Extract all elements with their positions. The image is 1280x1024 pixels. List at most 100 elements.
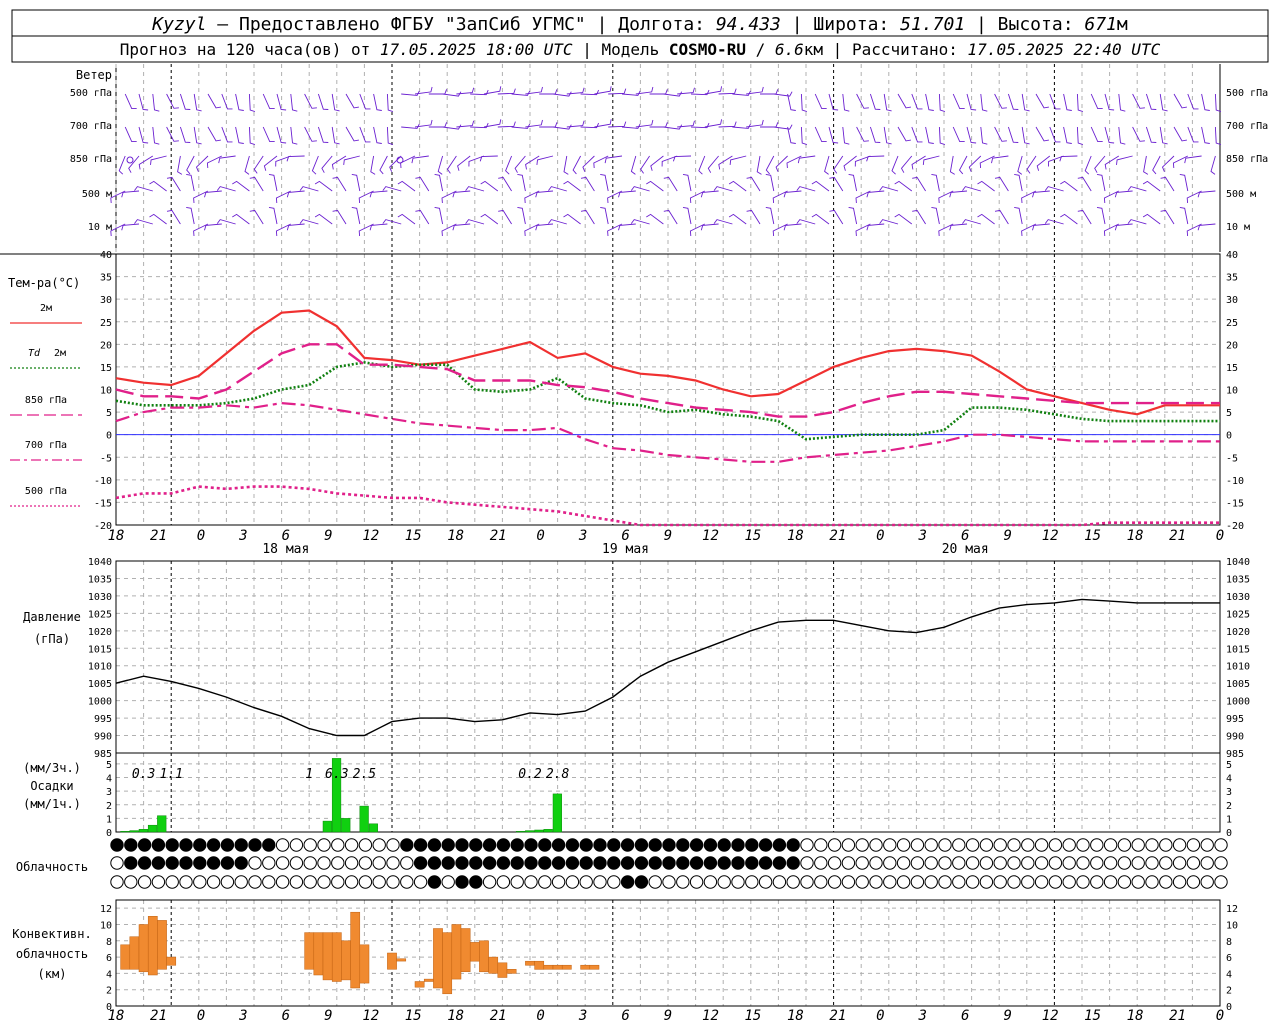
cloud-cover-symbol xyxy=(193,856,207,870)
conv-y-tick-right: 8 xyxy=(1226,937,1232,948)
cloud-cover-symbol xyxy=(952,875,966,889)
wind-barb xyxy=(563,213,581,225)
pres-y-tick-left: 1010 xyxy=(88,662,112,673)
temp-y-tick-left: -10 xyxy=(94,476,112,487)
model-res-unit: км xyxy=(804,40,824,59)
temp-series-line xyxy=(115,361,1220,441)
cloud-cover-symbol xyxy=(524,875,538,889)
cloud-cover-symbol xyxy=(496,875,511,889)
wind-barb xyxy=(833,155,844,174)
conv-hour-label: 0 xyxy=(876,1008,884,1024)
wind-barb xyxy=(1210,155,1216,175)
wind-barb xyxy=(514,155,526,173)
wind-barb xyxy=(524,223,540,237)
wind-barb xyxy=(704,86,723,95)
wind-barb xyxy=(275,190,291,204)
wind-barb xyxy=(682,173,692,192)
cloud-cover-symbol xyxy=(634,856,649,870)
wind-barb xyxy=(470,122,489,129)
conv-bar xyxy=(580,964,591,970)
pres-y-tick-left: 995 xyxy=(94,714,112,725)
wind-barb xyxy=(746,209,761,225)
pres-y-tick-left: 1040 xyxy=(88,557,112,568)
prec-y-tick-left: 4 xyxy=(106,774,112,785)
wind-barb xyxy=(922,155,940,165)
conv-y-tick-right: 12 xyxy=(1226,904,1238,915)
temp-y-tick-right: 40 xyxy=(1226,250,1238,261)
cloud-cover-symbol xyxy=(386,875,400,889)
wind-barb xyxy=(563,180,581,192)
cloud-cover-symbol xyxy=(289,875,304,889)
wind-level-label-left: 850 гПа xyxy=(70,154,112,165)
wind-barb xyxy=(358,190,374,204)
cloud-cover-symbol xyxy=(772,875,787,889)
cloud-cover-symbol xyxy=(703,838,718,852)
wind-barb xyxy=(121,223,140,231)
prec-y-tick-right: 3 xyxy=(1226,787,1232,798)
wind-barb xyxy=(1114,223,1133,231)
cloud-cover-symbol xyxy=(841,856,856,870)
wind-barb xyxy=(869,93,881,110)
cloud-cover-symbol xyxy=(248,856,262,870)
wind-barb xyxy=(331,155,347,170)
cloud-title: Облачность xyxy=(16,860,88,874)
wind-barb xyxy=(386,126,394,146)
wind-barb xyxy=(814,126,827,143)
wind-barb xyxy=(800,93,808,113)
wind-barb xyxy=(630,186,650,192)
conv-hour-label: 18 xyxy=(447,1008,464,1024)
cloud-cover-symbol xyxy=(841,875,856,889)
wind-barb xyxy=(828,126,839,144)
cloud-cover-symbol xyxy=(151,838,166,852)
wind-barb xyxy=(1179,206,1189,225)
temp-series-line xyxy=(115,485,1220,527)
prec-y-tick-left: 5 xyxy=(106,760,112,771)
wind-barb xyxy=(373,93,382,111)
wind-barb xyxy=(856,126,869,142)
wind-barb xyxy=(276,126,287,144)
cloud-cover-symbol xyxy=(579,838,593,852)
cloud-cover-symbol xyxy=(703,856,718,870)
conv-bar xyxy=(497,962,508,978)
cloud-cover-symbol xyxy=(565,875,580,889)
conv-hour-label: 15 xyxy=(744,1008,761,1024)
cloud-cover-symbol xyxy=(1048,838,1063,852)
wind-barb xyxy=(1007,126,1019,143)
wind-barb xyxy=(290,93,298,112)
wind-barb xyxy=(166,126,179,142)
wind-barb xyxy=(866,190,885,198)
wind-barb xyxy=(1132,93,1145,109)
wind-barb xyxy=(442,124,462,130)
wind-barb xyxy=(525,119,543,128)
wind-barb xyxy=(331,93,340,112)
wind-barb xyxy=(1214,126,1222,146)
wind-barb xyxy=(456,87,475,95)
conv-y-tick-right: 2 xyxy=(1226,986,1232,997)
cloud-cover-symbol xyxy=(510,875,524,889)
wind-barb xyxy=(772,223,788,237)
conv-y-tick-left: 4 xyxy=(106,969,112,980)
wind-barb xyxy=(248,93,256,113)
wind-panel: Ветер 500 гПа 500 гПа 700 гПа 700 гПа 850 гПа… xyxy=(70,64,1268,252)
pres-y-tick-right: 1040 xyxy=(1226,557,1250,568)
wind-barb xyxy=(966,93,977,111)
wind-barb xyxy=(535,223,554,231)
cloud-cover-symbol xyxy=(413,875,428,889)
wind-barb xyxy=(621,123,641,129)
wind-barb xyxy=(1077,209,1092,225)
cloud-cover-symbol xyxy=(841,838,856,852)
wind-barb xyxy=(317,126,329,143)
pres-y-tick-left: 1020 xyxy=(88,627,112,638)
wind-barb xyxy=(1090,93,1103,110)
temp-hour-label: 9 xyxy=(324,528,332,544)
wind-barb xyxy=(1116,155,1133,165)
wind-barb xyxy=(1096,206,1106,225)
wind-barb xyxy=(1179,173,1189,192)
cloud-cover-symbol xyxy=(717,875,731,889)
cloud-cover-symbol xyxy=(110,838,124,852)
wind-barb xyxy=(698,155,706,175)
wind-barb xyxy=(235,126,244,144)
conv-bar xyxy=(350,911,361,989)
cloud-cover-symbol xyxy=(137,875,152,889)
